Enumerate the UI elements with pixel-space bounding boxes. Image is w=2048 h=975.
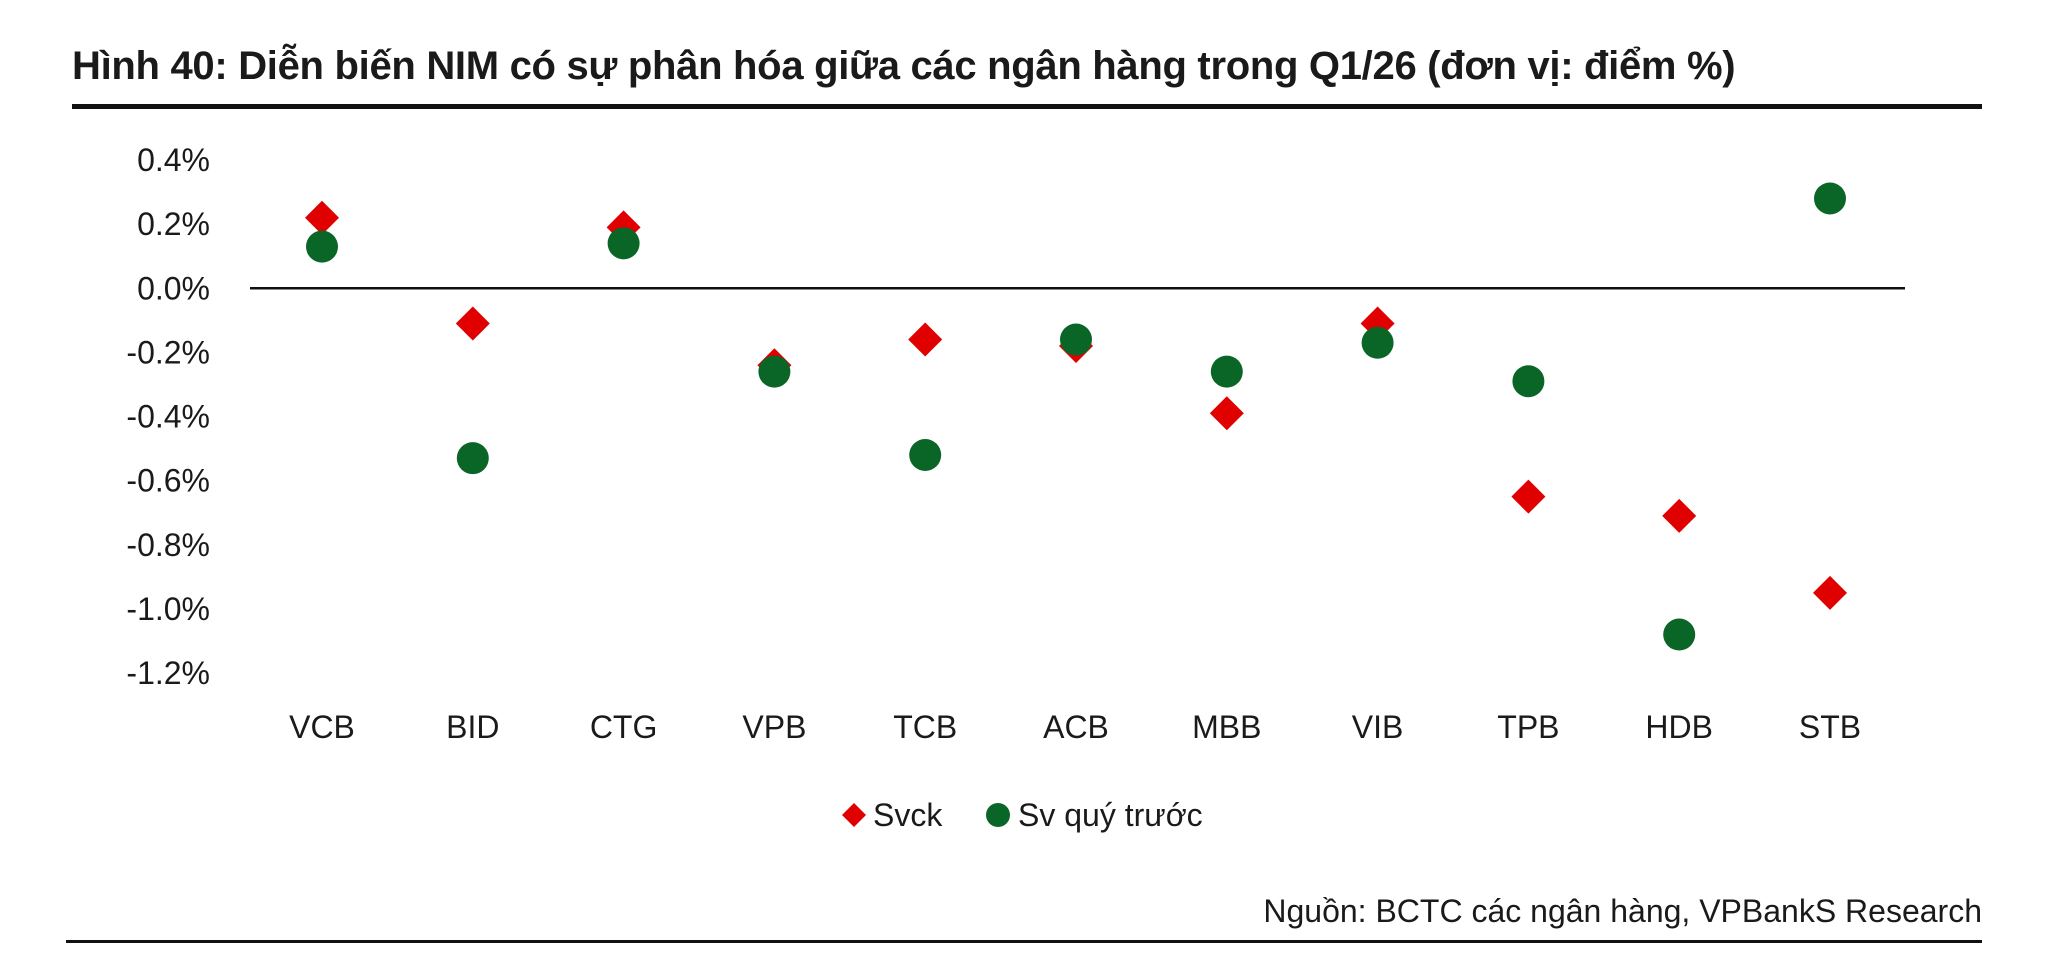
sv-quy-truoc-point (1814, 182, 1846, 215)
series-sv-quy-truoc (306, 182, 1846, 651)
sv-quy-truoc-point (758, 355, 791, 388)
x-tick-label: ACB (1043, 709, 1109, 745)
x-tick-label: STB (1799, 709, 1861, 745)
y-tick-label: 0.4% (137, 142, 210, 178)
legend-svck-marker (842, 803, 866, 827)
y-axis: 0.4% 0.2% 0.0% -0.2% -0.4% -0.6% -0.8% -1.0% -1.… (126, 142, 210, 691)
y-tick-label: -1.0% (126, 591, 210, 627)
sv-quy-truoc-point (1361, 326, 1394, 359)
x-tick-label: VCB (289, 709, 355, 745)
x-tick-label: TCB (893, 709, 957, 745)
bottom-divider (66, 940, 1982, 943)
sv-quy-truoc-point (909, 438, 942, 471)
y-tick-label: -0.2% (126, 334, 210, 370)
sv-quy-truoc-point (1210, 355, 1243, 388)
sv-quy-truoc-point (456, 442, 489, 475)
svck-point (1511, 479, 1546, 514)
legend-sv-quy-truoc-label: Sv quý trước (1018, 797, 1203, 833)
sv-quy-truoc-point (607, 227, 640, 260)
y-tick-label: 0.0% (137, 270, 210, 306)
x-tick-label: VPB (742, 709, 806, 745)
svck-point (1813, 575, 1847, 610)
y-tick-label: -0.8% (126, 527, 210, 563)
sv-quy-truoc-point (1663, 618, 1696, 651)
data-points (305, 182, 1847, 651)
x-tick-label: CTG (590, 709, 658, 745)
x-tick-label: MBB (1192, 709, 1261, 745)
legend-sv-quy-truoc-marker (986, 803, 1010, 827)
x-tick-label: TPB (1497, 709, 1559, 745)
y-tick-label: -0.6% (126, 463, 210, 499)
svck-point (455, 306, 490, 341)
svck-point (1209, 396, 1244, 431)
sv-quy-truoc-point (1060, 323, 1092, 356)
x-tick-label: VIB (1352, 709, 1404, 745)
y-tick-label: 0.2% (137, 206, 210, 242)
x-tick-label: HDB (1645, 709, 1713, 745)
x-axis: VCB BID CTG VPB TCB ACB MBB VIB TPB HDB STB (289, 709, 1861, 745)
title-divider (72, 104, 1982, 109)
source-note: Nguồn: BCTC các ngân hàng, VPBankS Resea… (1263, 893, 1982, 929)
chart-title: Hình 40: Diễn biến NIM có sự phân hóa gi… (72, 44, 1736, 88)
y-tick-label: -1.2% (126, 655, 210, 691)
svck-point (908, 322, 943, 357)
x-tick-label: BID (446, 709, 499, 745)
sv-quy-truoc-point (306, 230, 338, 263)
legend-svck-label: Svck (873, 797, 943, 833)
svck-point (305, 200, 339, 235)
y-tick-label: -0.4% (126, 399, 210, 435)
svck-point (1662, 498, 1697, 533)
series-svck (305, 200, 1847, 610)
sv-quy-truoc-point (1512, 365, 1545, 398)
legend: Svck Sv quý trước (842, 797, 1203, 833)
